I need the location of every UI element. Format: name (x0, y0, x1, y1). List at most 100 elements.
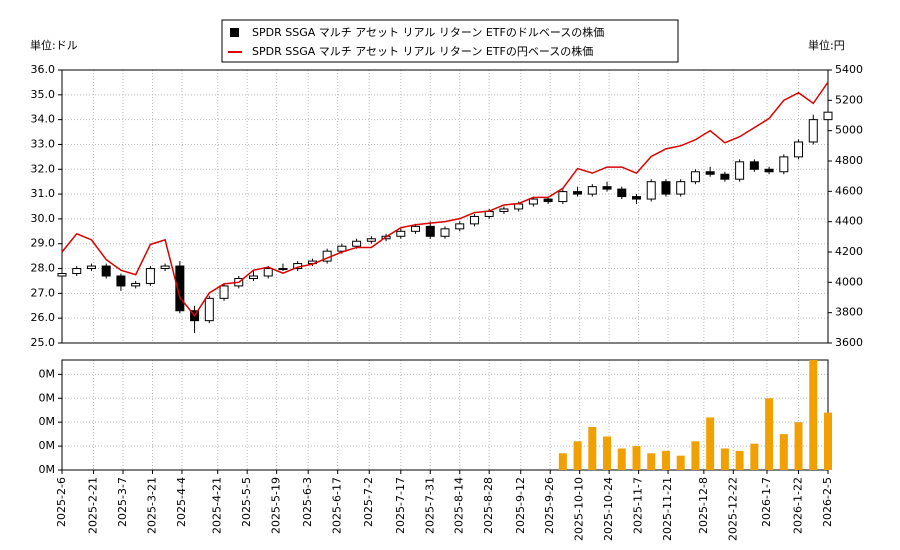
x-tick-label: 2025-6-17 (331, 477, 344, 534)
x-tick-label: 2025-4-4 (175, 477, 188, 527)
candle-body (764, 168, 774, 173)
y2-tick-label: 5200 (835, 93, 863, 106)
candle-body (131, 282, 141, 287)
candle-body (514, 203, 524, 210)
x-tick-label: 2025-6-3 (301, 477, 314, 527)
candle-body (617, 188, 627, 198)
y2-tick-label: 4000 (835, 275, 863, 288)
y-tick-label: 0M (39, 463, 56, 476)
volume-bar (617, 448, 626, 470)
x-tick-label: 2025-11-21 (661, 477, 674, 541)
y-tick-label: 0M (39, 391, 56, 404)
candle-body (352, 240, 362, 247)
candle-body (204, 297, 214, 322)
legend-label: SPDR SSGA マルチ アセット リアル リターン ETFの円ベースの株価 (252, 44, 593, 58)
candle-body (337, 245, 347, 252)
y2-tick-label: 5400 (835, 63, 863, 76)
y-tick-label: 33.0 (31, 137, 56, 150)
legend-swatch (230, 28, 239, 37)
candle-body (116, 275, 126, 287)
volume-bar (765, 398, 774, 470)
y2-tick-label: 4800 (835, 154, 863, 167)
candle-body (440, 228, 450, 237)
y2-tick-label: 3800 (835, 306, 863, 319)
volume-bar (794, 422, 803, 470)
volume-bar (603, 436, 612, 470)
candle-body (278, 268, 288, 271)
x-tick-label: 2025-2-6 (55, 477, 68, 527)
volume-bar (588, 426, 597, 470)
candle-body (602, 186, 612, 190)
candle-body (779, 156, 789, 173)
y2-tick-label: 5000 (835, 124, 863, 137)
y-tick-label: 36.0 (31, 63, 56, 76)
candle-body (690, 171, 700, 183)
candle-body (528, 198, 538, 205)
x-tick-label: 2025-5-5 (240, 477, 253, 527)
candle-body (72, 268, 82, 275)
candle-body (455, 223, 465, 230)
x-tick-label: 2025-4-21 (211, 477, 224, 534)
volume-bar (632, 446, 641, 470)
volume-bar (809, 360, 818, 470)
candle-body (676, 181, 686, 195)
y-tick-label: 30.0 (31, 212, 56, 225)
x-tick-label: 2026-2-5 (821, 477, 834, 527)
candle-body (469, 215, 479, 225)
candle-body (720, 173, 730, 180)
volume-bar (735, 450, 744, 470)
volume-bar (691, 441, 700, 470)
candle-body (86, 265, 96, 270)
candle-body (249, 275, 258, 279)
y-tick-label: 35.0 (31, 88, 56, 101)
x-tick-label: 2025-5-19 (270, 477, 283, 534)
x-tick-label: 2025-8-14 (453, 477, 466, 534)
x-tick-label: 2025-9-12 (514, 477, 527, 534)
candle-body (735, 161, 745, 180)
volume-bar (661, 450, 670, 470)
volume-bar (676, 455, 685, 470)
candle-body (543, 198, 553, 203)
candle-body (411, 225, 421, 232)
candle-body (145, 268, 155, 284)
candle-body (175, 265, 185, 312)
candle-body (484, 210, 494, 217)
x-tick-label: 2025-12-8 (697, 477, 710, 534)
y-tick-label: 26.0 (31, 311, 56, 324)
volume-bar (647, 453, 656, 470)
candle-body (263, 268, 273, 277)
y-tick-label: 0M (39, 439, 56, 452)
x-tick-label: 2025-3-7 (116, 477, 129, 527)
candle-body (705, 171, 715, 175)
volume-bar (824, 412, 832, 470)
candle-body (632, 196, 641, 200)
x-tick-label: 2026-1-7 (760, 477, 773, 527)
y2-axis-label: 単位:円 (808, 38, 845, 52)
candle-body (823, 111, 833, 121)
candle-body (366, 238, 376, 242)
x-tick-label: 2025-8-28 (482, 477, 495, 534)
candle-body (101, 265, 111, 277)
volume-bar (706, 417, 715, 470)
y-tick-label: 31.0 (31, 187, 56, 200)
y2-tick-label: 4600 (835, 184, 863, 197)
x-tick-label: 2025-11-7 (632, 477, 645, 534)
x-tick-label: 2025-7-17 (394, 477, 407, 534)
candle-body (661, 181, 671, 195)
x-tick-label: 2025-10-24 (602, 477, 615, 541)
y-tick-label: 0M (39, 367, 56, 380)
x-tick-label: 2025-12-22 (726, 477, 739, 541)
y-tick-label: 25.0 (31, 336, 56, 349)
volume-bar (720, 448, 729, 470)
y-tick-label: 29.0 (31, 237, 56, 250)
candle-body (749, 161, 759, 170)
candle-body (57, 273, 67, 277)
candle-body (160, 265, 170, 270)
candle-body (499, 208, 509, 212)
x-tick-label: 2025-7-31 (423, 477, 436, 534)
candle-body (396, 230, 406, 237)
y-tick-label: 34.0 (31, 113, 56, 126)
candle-body (219, 285, 229, 299)
candle-body (425, 225, 435, 237)
